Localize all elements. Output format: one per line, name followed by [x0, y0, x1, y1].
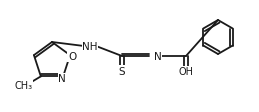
Text: NH: NH — [82, 42, 98, 52]
Text: S: S — [119, 66, 125, 76]
Text: O: O — [68, 52, 76, 62]
Text: OH: OH — [178, 66, 193, 76]
Text: CH₃: CH₃ — [15, 81, 33, 91]
Text: N: N — [154, 52, 162, 61]
Text: N: N — [58, 74, 66, 84]
